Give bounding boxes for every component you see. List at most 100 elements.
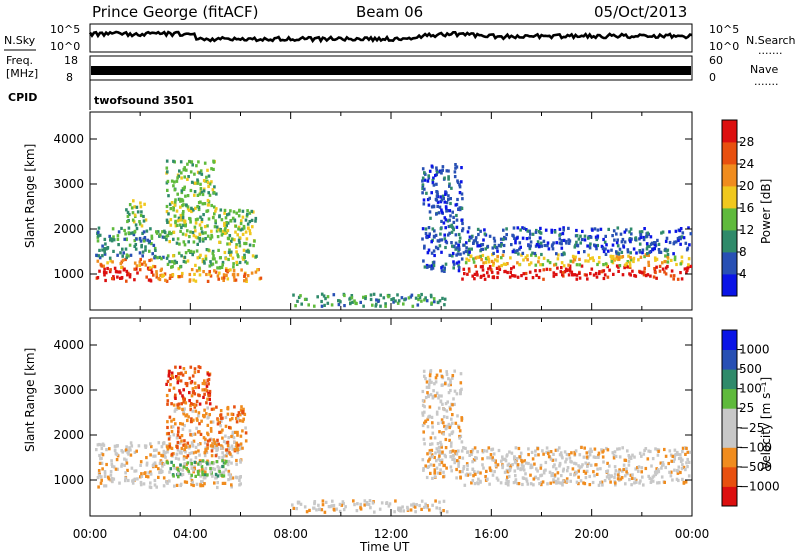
- range-cell: [472, 257, 475, 261]
- range-cell: [545, 267, 549, 271]
- range-cell: [660, 466, 663, 470]
- range-cell: [438, 500, 441, 504]
- range-cell: [432, 260, 436, 264]
- range-cell: [123, 237, 126, 241]
- range-cell: [467, 226, 471, 230]
- range-cell: [105, 462, 108, 467]
- range-cell: [208, 264, 212, 268]
- range-cell: [606, 469, 610, 473]
- range-cell: [527, 461, 530, 466]
- range-cell: [101, 254, 104, 258]
- range-cell: [178, 467, 182, 471]
- range-cell: [438, 205, 442, 209]
- range-cell: [664, 239, 668, 243]
- range-cell: [149, 442, 152, 446]
- range-cell: [541, 480, 545, 484]
- range-cell: [131, 231, 135, 235]
- range-cell: [241, 446, 244, 450]
- range-cell: [124, 448, 128, 452]
- range-cell: [440, 458, 444, 462]
- range-cell: [687, 474, 691, 478]
- range-cell: [422, 259, 425, 263]
- range-cell: [136, 271, 139, 275]
- range-cell: [125, 208, 128, 212]
- range-cell: [201, 467, 204, 471]
- range-cell: [229, 475, 233, 479]
- range-cell: [598, 271, 601, 276]
- range-cell: [573, 461, 576, 465]
- range-cell: [209, 260, 212, 264]
- range-cell: [489, 468, 492, 472]
- range-cell: [161, 464, 164, 468]
- range-cell: [622, 245, 626, 249]
- range-cell: [599, 467, 602, 471]
- range-cell: [392, 300, 395, 304]
- range-cell: [196, 217, 199, 221]
- range-cell: [226, 406, 229, 410]
- range-cell: [227, 436, 230, 440]
- range-cell: [183, 439, 186, 443]
- range-cell: [248, 243, 252, 247]
- range-cell: [236, 451, 240, 455]
- range-cell: [193, 172, 196, 176]
- range-cell: [218, 214, 221, 218]
- range-cell: [126, 273, 129, 277]
- range-cell: [369, 506, 372, 510]
- range-cell: [578, 466, 582, 470]
- range-cell: [230, 454, 234, 458]
- range-cell: [211, 188, 215, 192]
- range-cell: [465, 241, 468, 245]
- range-cell: [477, 255, 481, 259]
- range-cell: [661, 461, 665, 465]
- range-cell: [147, 267, 151, 271]
- range-cell: [219, 413, 223, 417]
- range-cell: [471, 478, 475, 483]
- range-cell: [501, 455, 504, 459]
- range-cell: [490, 268, 493, 272]
- range-cell: [549, 457, 553, 461]
- range-cell: [140, 245, 143, 249]
- range-cell: [669, 474, 673, 478]
- range-cell: [197, 365, 201, 369]
- range-cell: [594, 455, 597, 459]
- range-cell: [177, 251, 181, 255]
- range-cell: [123, 463, 126, 467]
- range-cell: [98, 453, 101, 458]
- range-cell: [444, 262, 448, 266]
- range-cell: [124, 232, 127, 236]
- range-cell: [166, 188, 169, 192]
- range-cell: [451, 254, 454, 258]
- range-cell: [416, 303, 420, 307]
- range-cell: [658, 269, 662, 273]
- range-cell: [568, 456, 572, 460]
- range-cell: [149, 453, 152, 457]
- range-cell: [447, 391, 451, 395]
- range-cell: [155, 275, 159, 279]
- range-cell: [534, 269, 537, 273]
- range-cell: [431, 476, 434, 480]
- range-cell: [484, 247, 487, 251]
- range-cell: [638, 230, 642, 234]
- range-cell: [520, 274, 523, 278]
- range-cell: [491, 473, 495, 477]
- range-cell: [646, 252, 649, 256]
- range-cell: [177, 457, 181, 461]
- range-cell: [190, 180, 194, 184]
- range-cell: [197, 414, 200, 418]
- range-cell: [456, 197, 459, 202]
- range-cell: [198, 459, 202, 463]
- range-cell: [596, 243, 599, 248]
- range-cell: [177, 402, 181, 406]
- range-cell: [555, 272, 558, 277]
- range-cell: [157, 467, 160, 471]
- range-cell: [194, 229, 197, 233]
- range-cell: [678, 236, 681, 240]
- range-cell: [179, 379, 183, 383]
- range-cell: [596, 467, 599, 471]
- range-cell: [435, 373, 439, 377]
- range-cell: [608, 464, 611, 468]
- range-cell: [225, 451, 229, 456]
- range-cell: [299, 502, 303, 506]
- range-cell: [204, 388, 208, 392]
- range-cell: [292, 293, 295, 297]
